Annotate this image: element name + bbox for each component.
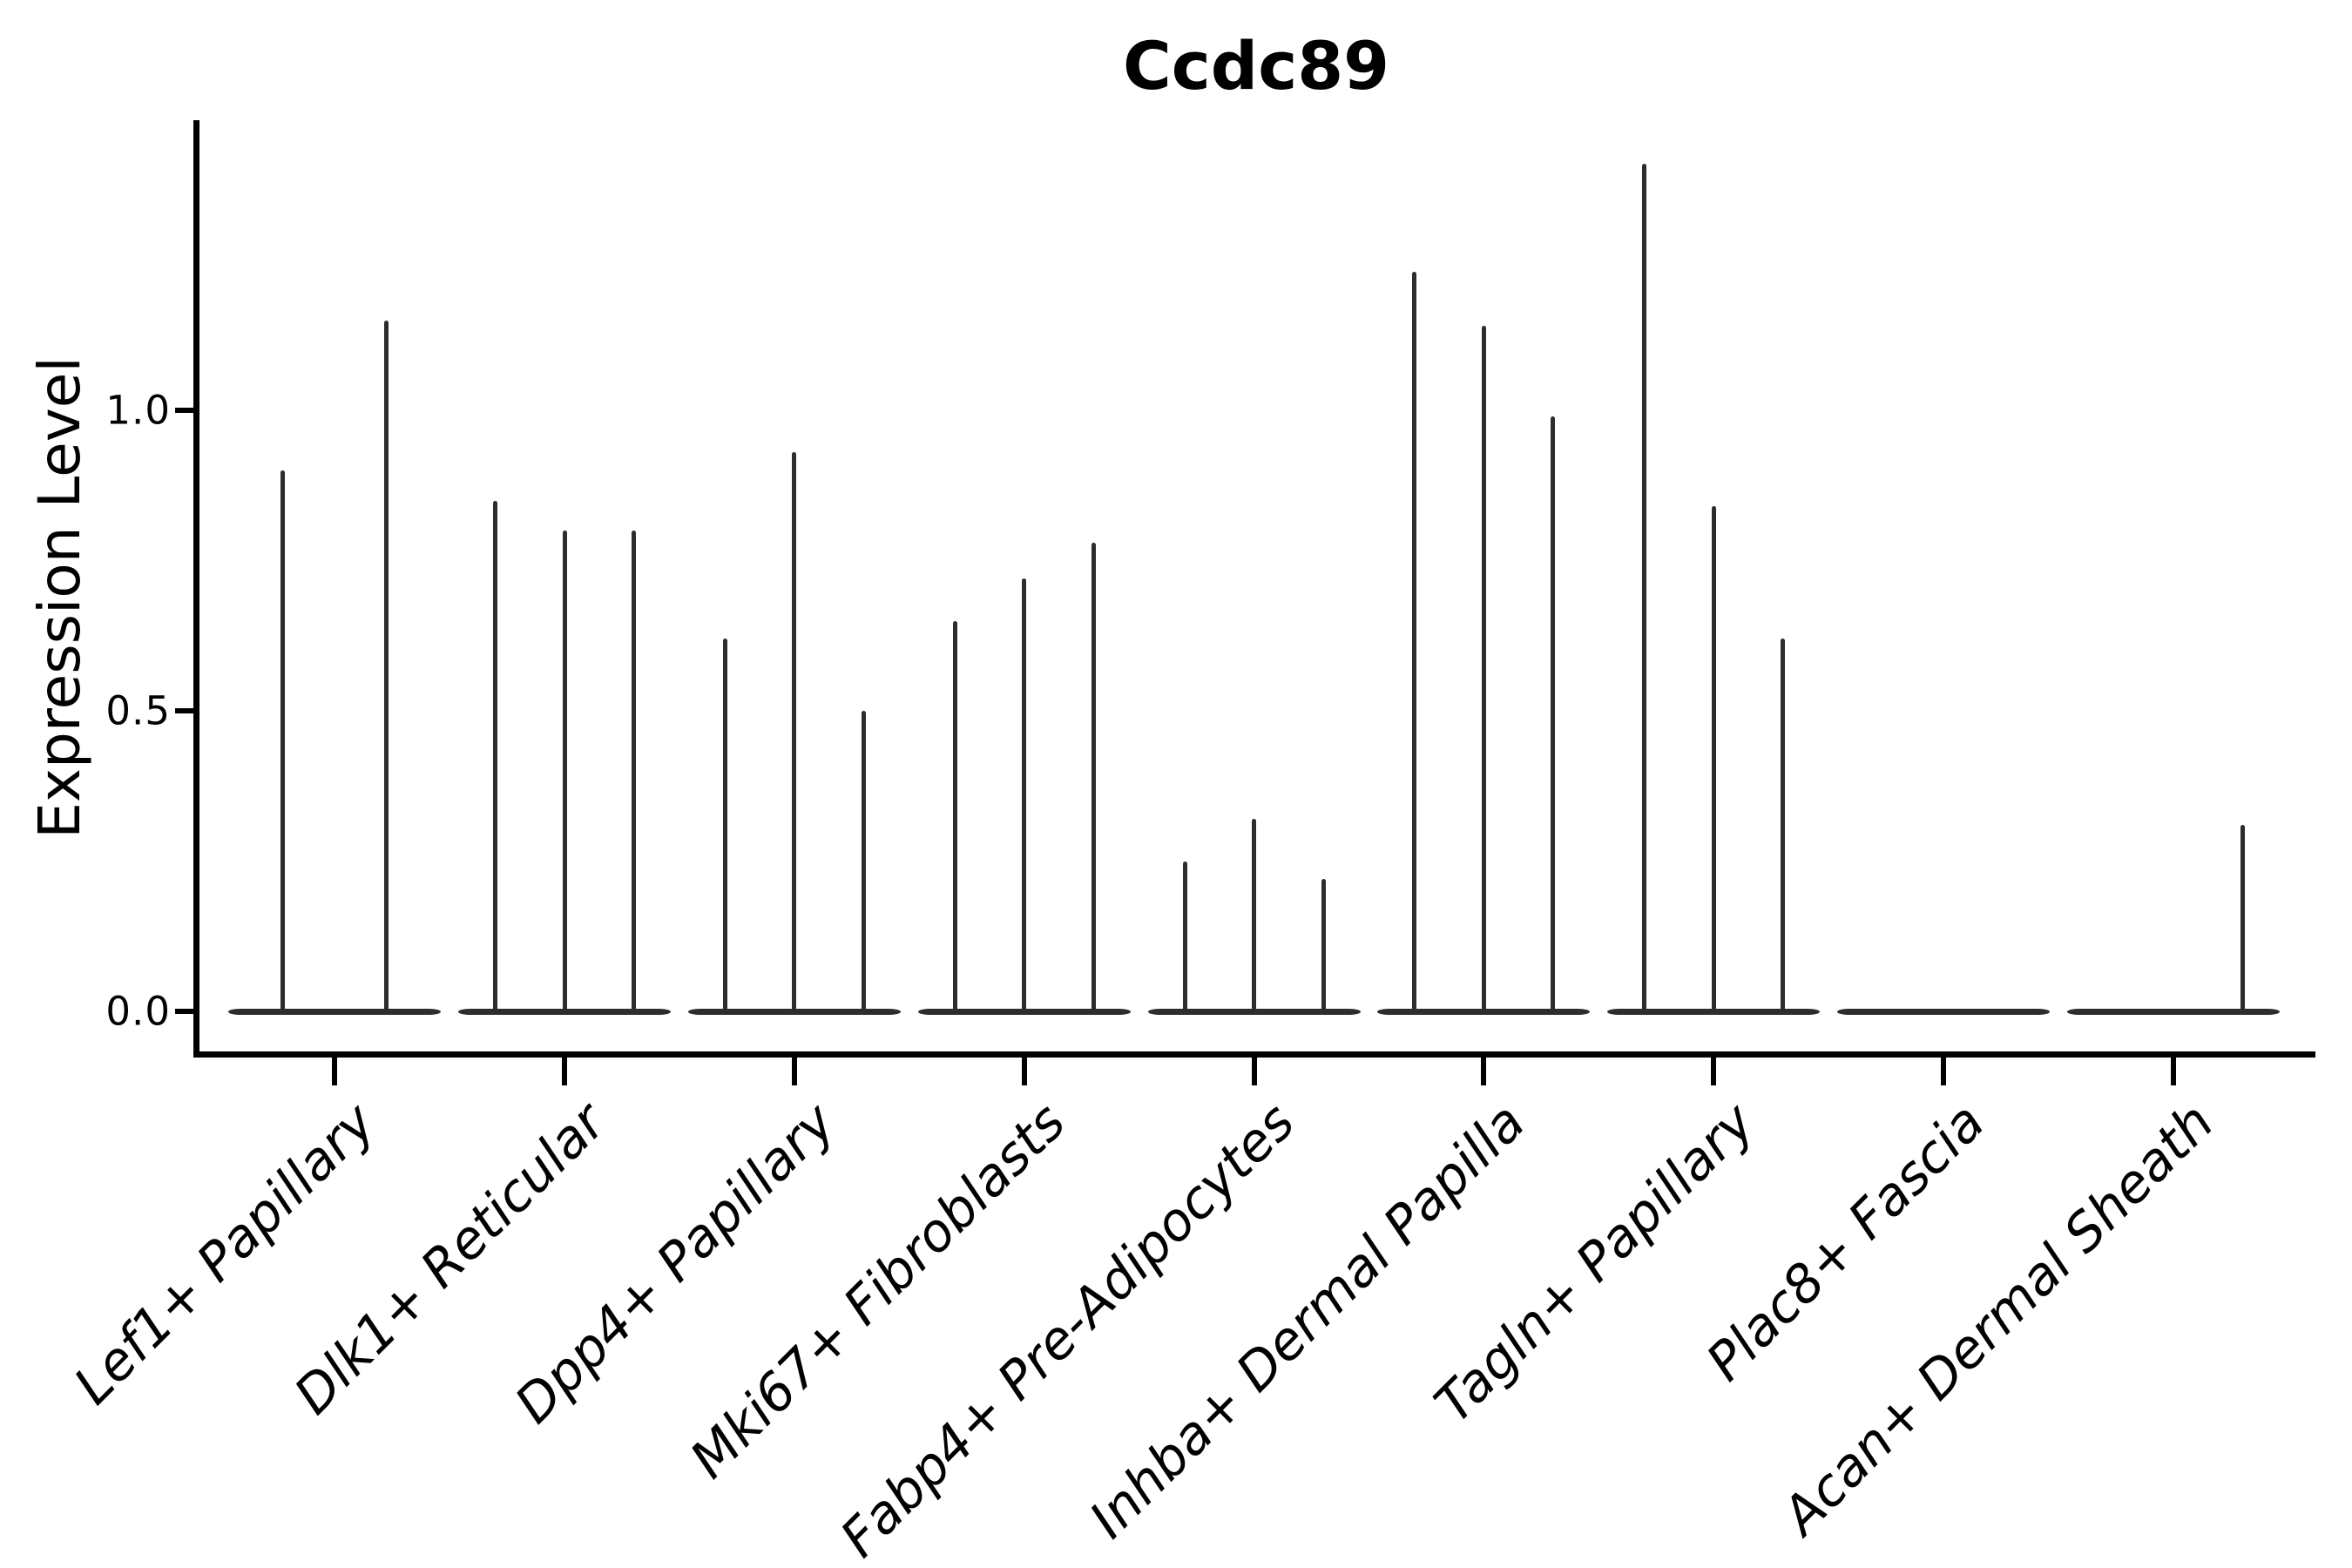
x-tick-label: Mki67+ Fibroblasts [678, 1092, 1078, 1490]
chart-title: Ccdc89 [1122, 27, 1390, 105]
violin-tail-spike [1711, 506, 1716, 1014]
y-axis-label: Expression Level [26, 356, 93, 839]
violin-tail-spike [280, 470, 286, 1014]
x-tick-label: Fabp4+ Pre-Adipocytes [829, 1092, 1308, 1568]
violin-base [2066, 1008, 2280, 1015]
y-tick-mark [175, 708, 194, 713]
y-tick-mark [175, 1009, 194, 1014]
violin-tail-spike [1481, 326, 1486, 1014]
violin-tail-spike [1781, 639, 1786, 1014]
x-tick-mark [1021, 1058, 1027, 1085]
violin-tail-spike [632, 531, 637, 1014]
x-tick-mark [1711, 1058, 1717, 1085]
violin-tail-spike [493, 500, 498, 1014]
y-tick-label: 0.0 [105, 988, 171, 1035]
violin-tail-spike [1551, 416, 1556, 1014]
violin-base [228, 1008, 442, 1015]
y-tick-label: 1.0 [105, 387, 171, 434]
violin-tail-spike [384, 320, 389, 1014]
x-tick-mark [1481, 1058, 1487, 1085]
x-tick-mark [1251, 1058, 1257, 1085]
x-tick-mark [791, 1058, 797, 1085]
violin-tail-spike [1182, 861, 1187, 1014]
x-tick-label: Acan+ Dermal Sheath [1771, 1092, 2227, 1547]
violin-tail-spike [1252, 819, 1256, 1014]
violin-tail-spike [952, 620, 957, 1014]
y-tick-mark [175, 408, 194, 413]
y-tick-label: 0.5 [105, 687, 171, 734]
violin-tail-spike [562, 531, 567, 1014]
violin-tail-spike [2240, 825, 2245, 1014]
violin-tail-spike [1321, 879, 1326, 1014]
violin-tail-spike [1022, 578, 1027, 1014]
x-tick-mark [1940, 1058, 1946, 1085]
violin-tail-spike [792, 452, 797, 1014]
x-tick-mark [2170, 1058, 2176, 1085]
x-tick-mark [332, 1058, 338, 1085]
x-tick-mark [562, 1058, 568, 1085]
violin-tail-spike [861, 711, 866, 1014]
violin-tail-spike [1412, 272, 1417, 1014]
violin-tail-spike [722, 639, 727, 1014]
violin-tail-spike [1642, 164, 1647, 1014]
y-axis-spine [193, 120, 199, 1058]
x-tick-label: Inhba+ Dermal Papilla [1078, 1092, 1537, 1551]
x-axis-spine [193, 1051, 2315, 1058]
violin-tail-spike [1091, 542, 1096, 1014]
violin-base [1836, 1008, 2050, 1015]
